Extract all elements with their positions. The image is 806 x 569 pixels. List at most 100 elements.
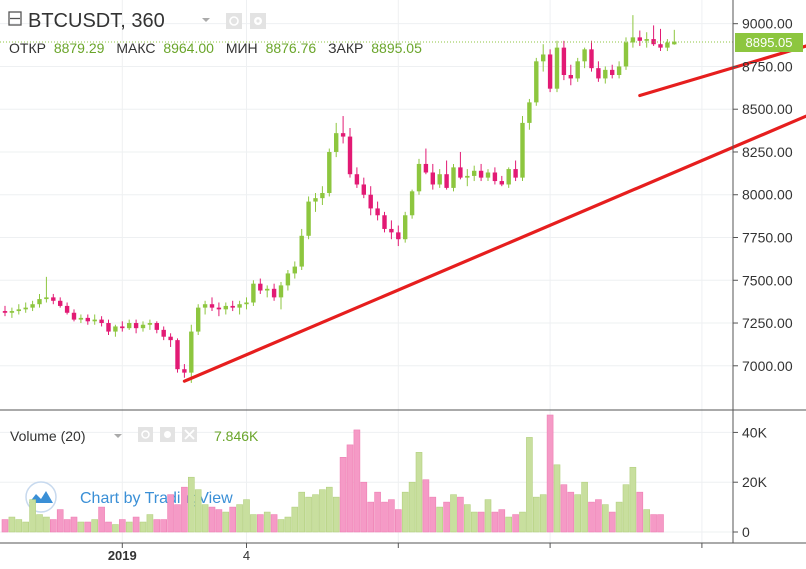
candle [175,338,180,373]
symbol-menu-chevron-icon[interactable] [202,18,210,22]
candle [106,319,111,335]
price-tick-label: 8250.00 [742,144,793,160]
price-tick-label: 8750.00 [742,58,793,74]
time-axis[interactable]: 2019 4 [108,543,806,563]
candle [651,25,656,46]
candle [527,98,532,130]
candle [637,30,642,46]
candle [64,302,70,315]
price-tick-label: 7500.00 [742,272,793,288]
watermark-text: Chart by TradingView [80,490,233,507]
candle-body [92,319,97,322]
price-axis[interactable]: 9000.00 8750.00 8500.00 8250.00 8000.00 7750.… [733,16,793,374]
trendline[interactable] [182,66,806,383]
candle-body [347,136,353,175]
volume-bar [49,519,57,533]
candle [430,163,435,190]
candle [541,44,546,72]
volume-bar [408,481,416,533]
candle [630,15,636,48]
volume-bar [415,452,423,533]
candle [37,293,42,308]
volume-bar [629,466,637,533]
candle-body [265,288,270,291]
candle-body [444,174,449,188]
candle-body [658,44,663,48]
visibility-toggle-icon[interactable] [226,13,242,29]
candle-body [340,133,346,137]
volume-bar [15,519,23,533]
volume-bar [512,514,519,533]
candle [644,32,649,48]
volume-bar [567,491,575,533]
volume-bar [588,501,595,533]
volume-bar [491,511,499,533]
volume-axis[interactable]: 40K 20K 0 [733,424,768,540]
candle-body [458,167,463,178]
candle [582,47,587,69]
close-value: 8895.05 [371,40,422,56]
candle [85,314,90,325]
volume-bar [546,414,554,533]
volume-bar [174,504,181,533]
candle [237,300,242,315]
open-value: 8879.29 [54,40,105,56]
candle-body [513,169,518,178]
candle [444,160,449,190]
candle-body [147,323,153,325]
volume-bar [312,494,319,533]
volume-title[interactable]: Volume (20) [10,428,85,444]
volume-visibility-icon[interactable] [138,427,153,442]
trendline[interactable] [638,44,806,98]
trendlines[interactable] [182,44,806,383]
collapse-legend-icon[interactable] [8,11,22,26]
eye-icon [229,16,239,26]
volume-bar [325,486,333,533]
candle-body [299,235,304,267]
candle [209,297,215,312]
candle [389,220,394,240]
volume-bar [532,496,540,533]
candle-body [292,266,297,274]
candle [16,304,21,315]
candle-body [154,323,159,330]
candle [133,319,139,334]
candle [251,280,256,306]
candle [451,163,456,192]
volume-menu-chevron-icon[interactable] [114,434,122,438]
candle-body [9,311,15,313]
volume-bar [498,509,506,533]
volume-bar [381,501,388,533]
candle-body [64,305,70,313]
candle [154,321,159,334]
candle-body [127,323,132,329]
candle-body [430,172,435,185]
high-label: МАКС [116,40,155,56]
price-tick-label: 8500.00 [742,101,793,117]
candle-body [354,174,360,185]
candle-body [409,191,415,216]
ohlc-readout: ОТКР 8879.29 МАКС 8964.00 МИН 8876.76 ЗА… [9,40,422,56]
candle [92,314,97,325]
volume-bar [539,494,547,533]
candle-body [589,49,594,69]
candle [547,49,553,93]
candle [285,270,291,291]
candle-body [140,324,146,329]
symbol-title[interactable]: BTCUSDT, 360 [28,10,165,32]
volume-bar [622,484,630,533]
volume-bar [263,511,271,533]
candle [23,302,28,313]
volume-bar [256,514,264,533]
volume-bar [553,464,561,533]
candle-body [189,331,194,373]
volume-bar [601,504,609,533]
candle [561,40,567,81]
candle-body [85,317,90,322]
volume-bar [43,516,50,533]
candle [78,314,84,324]
candle-body [623,42,629,67]
candle [575,57,580,82]
volume-bar [8,516,16,533]
